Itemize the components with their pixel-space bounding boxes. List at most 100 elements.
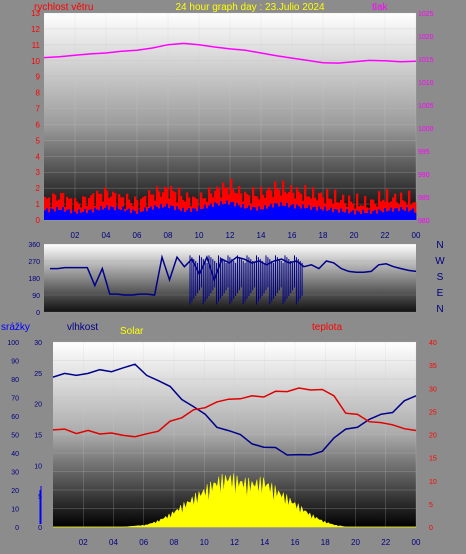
wind-gust-bar [282,180,285,220]
wind-gust-bar [316,200,319,220]
wind-gust-bar [278,189,281,220]
wind-avg-bar [114,210,117,220]
wind-gust-bar [326,189,329,220]
rain-tick-label: 100 [7,340,19,347]
wind-gust-bar [82,196,85,220]
wind-avg-bar [98,210,101,220]
wind-avg-bar [212,206,215,220]
wind-avg-bar [300,208,303,220]
humidity-tick-label: 30 [34,340,42,347]
wind-gust-bar [230,178,233,220]
wind-avg-bar [124,211,127,220]
wind-avg-bar [328,209,331,220]
compass-label: N [436,304,443,315]
wind-avg-bar [278,206,281,220]
wind-gust-bar [234,192,237,220]
pressure-line [43,42,417,64]
wind-avg-bar [272,207,275,220]
wind-avg-bar [126,209,129,220]
wind-avg-bar [142,211,145,220]
wind-avg-bar [362,209,365,220]
wind-gust-bar [126,193,129,220]
wind-gust-bar [130,203,133,220]
wind-avg-bar [60,210,63,220]
wind-avg-bar [180,211,183,220]
x-tick-label: 00 [412,538,421,547]
wind-tick-label: 4 [36,152,41,161]
wind-avg-bar [334,209,337,220]
wind-avg-bar [206,208,209,220]
pressure-tick-label: 1020 [418,34,434,41]
wind-gust-bar [300,193,303,220]
wind-avg-bar [226,200,229,220]
wind-gust-bar [380,201,383,220]
x-tick-label: 10 [195,231,204,240]
temperature-tick-label: 25 [429,409,437,416]
wind-avg-bar [74,211,77,220]
wind-avg-bar [196,211,199,220]
pressure-tick-label: 1015 [418,57,434,64]
wind-gust-bar [350,201,353,220]
pressure-tick-label: 980 [418,218,430,225]
direction-tick-label: 90 [32,293,40,300]
wind-avg-bar [50,208,53,220]
wind-gust-bar [256,196,259,220]
wind-avg-bar [384,207,387,220]
wind-avg-bar [78,209,81,220]
wind-avg-bar [372,211,375,220]
x-tick-label: 02 [79,538,88,547]
wind-gust-bar [364,195,367,220]
wind-gust-bar [70,198,73,220]
wind-avg-bar [370,213,373,220]
wind-gust-bar [284,191,287,220]
wind-avg-bar [298,206,301,220]
wind-gust-bar [320,192,323,220]
humidity-tick-label: 25 [34,371,42,378]
wind-gust-bar [162,192,165,220]
humidity-tick-label: 15 [34,433,42,440]
wind-gust-bar [164,186,167,220]
direction-tick-label: 270 [28,259,40,266]
pressure-tick-label: 1010 [418,80,434,87]
wind-gust-bar [76,201,79,220]
wind-avg-bar [214,202,217,220]
wind-avg-bar [322,210,325,220]
wind-tick-label: 1 [36,200,41,209]
wind-avg-bar [88,209,91,220]
wind-avg-bar [316,210,319,220]
x-tick-label: 04 [109,538,118,547]
wind-avg-bar [336,209,339,220]
wind-avg-bar [356,210,359,220]
temperature-tick-label: 5 [429,502,433,509]
wind-avg-bar [132,209,135,220]
wind-avg-bar [70,213,73,220]
wind-avg-bar [392,211,395,220]
wind-avg-bar [306,207,309,220]
wind-gust-bar [224,187,227,220]
wind-avg-bar [234,206,237,220]
wind-avg-bar [102,209,105,220]
wind-gust-bar [354,208,357,220]
wind-avg-bar [244,208,247,220]
wind-avg-bar [390,207,393,220]
wind-avg-bar [156,206,159,220]
wind-avg-bar [62,207,65,220]
temperature-tick-label: 10 [429,479,437,486]
wind-avg-bar [280,202,283,220]
wind-avg-bar [394,208,397,220]
wind-gust-bar [178,187,181,220]
wind-gust-bar [90,195,93,220]
direction-line [50,254,417,296]
wind-avg-bar [248,205,251,220]
wind-gust-bar [298,191,301,220]
wind-avg-bar [380,210,383,220]
wind-avg-bar [48,212,51,220]
wind-avg-bar [340,208,343,220]
wind-avg-bar [152,209,155,220]
wind-gust-bar [260,186,263,220]
wind-gust-bar [266,190,269,220]
wind-avg-bar [178,209,181,220]
wind-avg-bar [166,203,169,220]
wind-avg-bar [318,206,321,220]
wind-avg-bar [240,207,243,220]
